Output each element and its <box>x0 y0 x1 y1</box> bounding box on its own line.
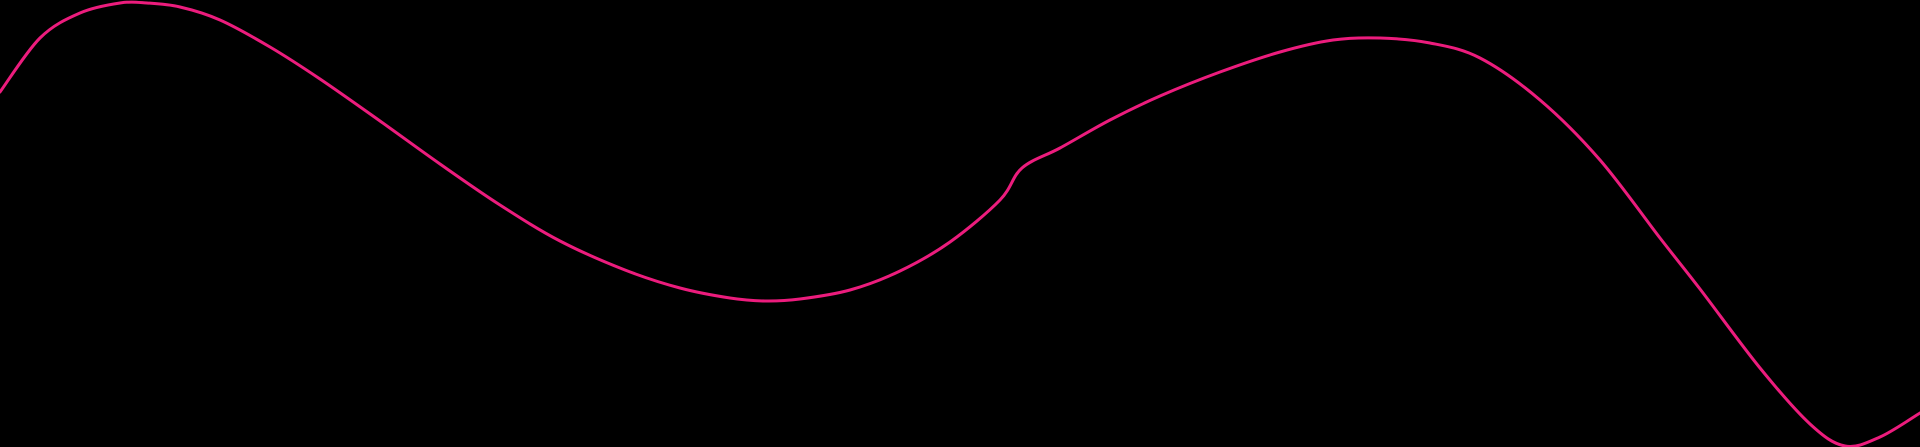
chart-background <box>0 0 1920 447</box>
sine-curve-line <box>0 0 1920 447</box>
curve-chart-svg <box>0 0 1920 447</box>
plot-canvas <box>0 0 1920 447</box>
